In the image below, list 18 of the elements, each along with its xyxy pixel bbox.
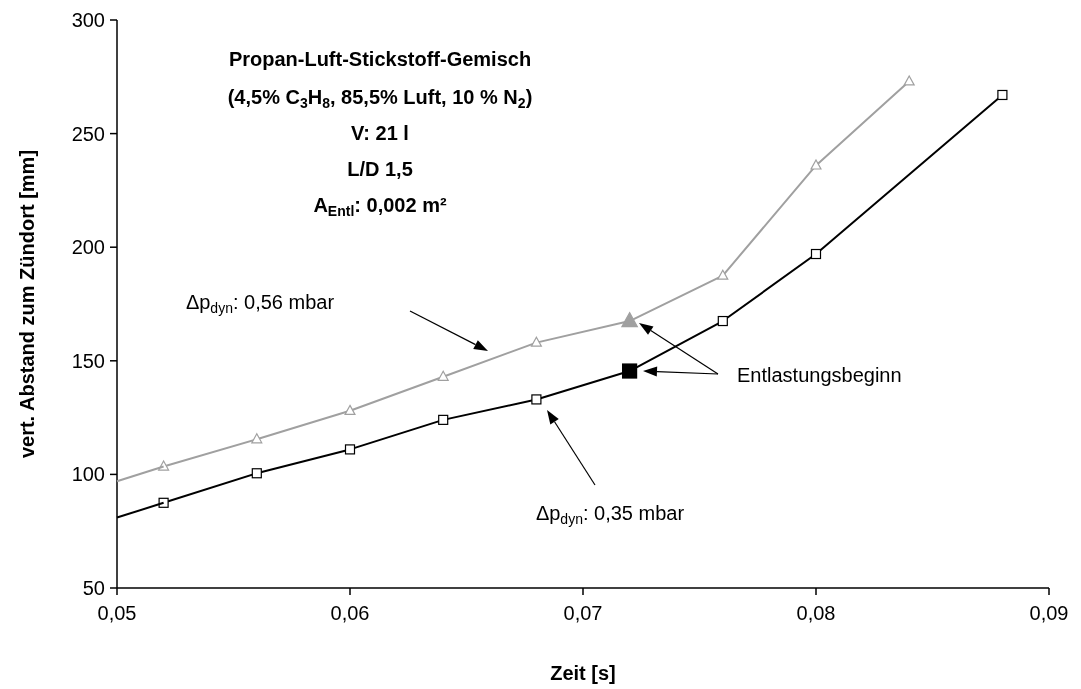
x-tick-label: 0,09 — [1029, 602, 1069, 624]
x-axis-title: Zeit [s] — [550, 662, 616, 684]
x-tick-label: 0,06 — [330, 602, 370, 624]
y-axis-title: vert. Abstand zum Zündort [mm] — [16, 149, 38, 459]
y-tick-label: 300 — [71, 9, 105, 31]
y-tick-label: 250 — [71, 122, 105, 145]
x-tick-label: 0,05 — [97, 602, 137, 624]
text: Propan-Luft-Stickstoff-Gemisch — [228, 48, 532, 70]
y-tick-label: 100 — [71, 463, 105, 486]
x-tick-label: 0,07 — [563, 602, 603, 624]
annotation: Entlastungsbeginn — [737, 364, 902, 386]
y-tick-label: 150 — [71, 349, 105, 372]
text: (4,5% C$_{3}$H$_{8}$, 85,5% Luft, 10 % N$_{2}$) V: 21 l L/D 1,5 A$_{Entl}$: 0,002 m² — [227, 86, 533, 219]
y-tick-label: 50 — [82, 577, 105, 599]
x-tick-label: 0,08 — [796, 602, 836, 624]
annotation: Δp$_{dyn}$: 0,56 mbar — [185, 291, 335, 316]
y-tick-label: 200 — [71, 236, 105, 259]
annotation: Δp$_{dyn}$: 0,35 mbar — [535, 502, 685, 527]
